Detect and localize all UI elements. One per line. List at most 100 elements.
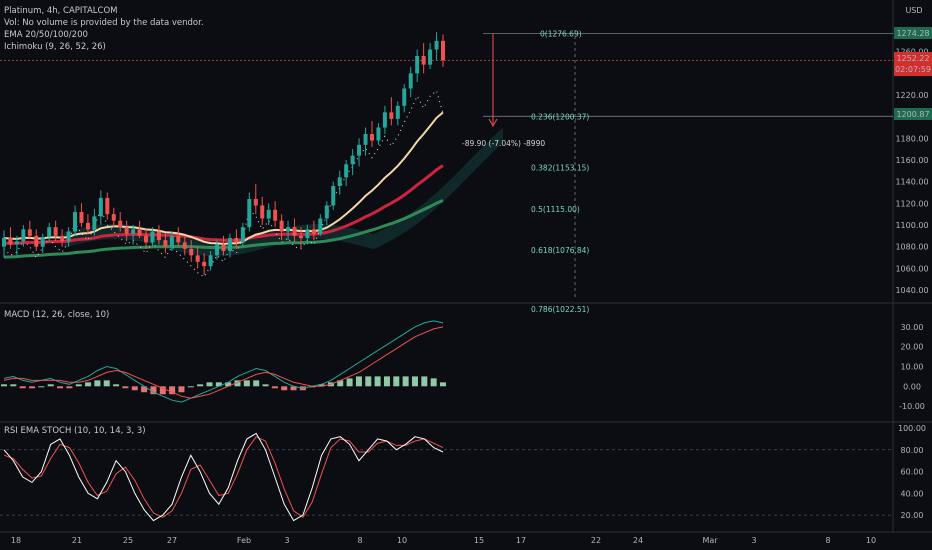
candle-body[interactable] (66, 231, 71, 242)
candle-body[interactable] (279, 220, 284, 232)
candle-body[interactable] (273, 209, 278, 221)
macd-histogram-bar (19, 386, 26, 389)
candle-body[interactable] (428, 49, 433, 65)
candle-body[interactable] (415, 56, 420, 74)
macd-histogram-bar (383, 376, 390, 387)
candle-body[interactable] (182, 242, 187, 249)
candle-body[interactable] (292, 227, 297, 236)
macd-histogram-bar (290, 386, 297, 391)
top-price-badge (894, 27, 932, 39)
time-axis-label: 21 (72, 536, 82, 545)
candle-body[interactable] (60, 235, 65, 242)
candle-body[interactable] (73, 212, 78, 232)
candle-body[interactable] (311, 229, 316, 234)
candle-body[interactable] (227, 238, 232, 251)
candlestick-series[interactable] (0, 32, 893, 275)
candle-body[interactable] (98, 197, 103, 217)
candle-body[interactable] (221, 244, 226, 252)
fib-level-label: 0.236(1200.37) (531, 112, 589, 121)
candle-body[interactable] (189, 248, 194, 256)
candle-body[interactable] (85, 222, 90, 230)
candle-body[interactable] (8, 238, 13, 245)
candle-body[interactable] (40, 236, 45, 247)
rsi-legend[interactable]: RSI EMA STOCH (10, 10, 14, 3, 3) (4, 426, 146, 436)
candle-body[interactable] (2, 238, 6, 247)
stoch-d-line (3, 436, 444, 519)
macd-tick-label: 10.00 (901, 362, 924, 371)
candle-body[interactable] (176, 235, 181, 243)
fibonacci-retracement[interactable]: 0(1276.69) 0.236(1200.37) 0.382(1153.15) 0.… (483, 30, 893, 314)
ema-legend[interactable]: EMA 20/50/100/200 (4, 30, 88, 40)
candle-body[interactable] (298, 235, 303, 238)
candle-body[interactable] (14, 241, 19, 245)
candle-body[interactable] (441, 40, 445, 61)
rsi-tick-label: 100.00 (898, 424, 926, 433)
candle-body[interactable] (434, 40, 439, 50)
candle-body[interactable] (382, 112, 387, 128)
candle-body[interactable] (344, 164, 349, 178)
candle-body[interactable] (150, 231, 155, 243)
ichimoku-legend[interactable]: Ichimoku (9, 26, 52, 26) (4, 42, 106, 52)
candle-body[interactable] (92, 216, 97, 230)
macd-histogram-bar (374, 376, 381, 387)
candle-body[interactable] (363, 134, 368, 145)
candle-body[interactable] (156, 231, 161, 241)
macd-legend[interactable]: MACD (12, 26, close, 10) (4, 310, 109, 320)
candle-body[interactable] (318, 218, 323, 234)
candle-body[interactable] (169, 235, 174, 247)
candle-body[interactable] (260, 205, 265, 219)
candle-body[interactable] (124, 227, 129, 234)
macd-histogram-bar (402, 376, 409, 387)
macd-line (3, 320, 444, 403)
candle-body[interactable] (34, 235, 39, 247)
candle-body[interactable] (27, 229, 32, 236)
candle-body[interactable] (208, 255, 213, 267)
candle-body[interactable] (369, 134, 374, 141)
macd-histogram-bar (243, 380, 250, 387)
candle-body[interactable] (247, 199, 252, 228)
macd-histogram-bar (169, 386, 176, 395)
candle-body[interactable] (105, 197, 110, 215)
currency-label[interactable]: USD (905, 6, 922, 15)
candle-body[interactable] (395, 105, 400, 119)
candle-body[interactable] (234, 238, 239, 243)
candle-body[interactable] (305, 229, 310, 238)
candle-body[interactable] (215, 244, 220, 256)
candle-body[interactable] (240, 227, 245, 243)
time-axis-label: 18 (11, 536, 21, 545)
measure-label: -89.90 (-7.04%) -8990 (462, 139, 545, 148)
price-tick-label: 1180.00 (895, 134, 928, 143)
signal-line (3, 326, 444, 399)
macd-histogram-bar (75, 384, 82, 387)
candle-body[interactable] (253, 199, 258, 206)
macd-pane[interactable] (1, 320, 446, 403)
candle-body[interactable] (53, 227, 58, 236)
candle-body[interactable] (131, 229, 136, 234)
candle-body[interactable] (47, 227, 52, 237)
candle-body[interactable] (389, 112, 394, 119)
candle-body[interactable] (286, 227, 291, 232)
candle-body[interactable] (195, 255, 200, 262)
candle-body[interactable] (144, 235, 149, 243)
candle-body[interactable] (357, 144, 362, 156)
candle-body[interactable] (266, 209, 271, 219)
candle-body[interactable] (421, 56, 426, 65)
candle-body[interactable] (202, 261, 207, 267)
candle-body[interactable] (324, 205, 329, 219)
rsi-stoch-pane[interactable] (0, 432, 893, 522)
candle-body[interactable] (331, 186, 336, 206)
candle-body[interactable] (111, 214, 116, 221)
macd-histogram-bar (271, 386, 278, 389)
candle-body[interactable] (118, 220, 123, 228)
candle-body[interactable] (402, 88, 407, 106)
candle-body[interactable] (408, 73, 413, 89)
candle-body[interactable] (337, 177, 342, 186)
candle-body[interactable] (79, 212, 84, 223)
candle-body[interactable] (376, 127, 381, 141)
candle-body[interactable] (137, 229, 142, 236)
macd-histogram-bar (421, 376, 428, 387)
candle-body[interactable] (21, 229, 26, 242)
candle-body[interactable] (163, 240, 168, 247)
candle-body[interactable] (350, 155, 355, 165)
